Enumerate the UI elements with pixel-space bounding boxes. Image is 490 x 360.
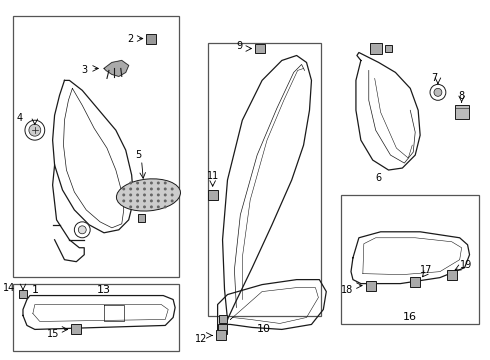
Circle shape xyxy=(129,193,132,197)
Circle shape xyxy=(29,124,41,136)
Polygon shape xyxy=(104,60,129,76)
Circle shape xyxy=(78,226,86,234)
Circle shape xyxy=(430,84,446,100)
Circle shape xyxy=(136,193,139,197)
Text: 3: 3 xyxy=(81,66,87,76)
Bar xyxy=(13,15,179,276)
Circle shape xyxy=(157,199,160,202)
Text: 7: 7 xyxy=(431,73,437,84)
Polygon shape xyxy=(147,33,156,44)
Text: 6: 6 xyxy=(376,173,382,183)
Circle shape xyxy=(129,199,132,202)
Circle shape xyxy=(157,188,160,190)
Bar xyxy=(341,195,479,324)
Circle shape xyxy=(129,181,132,184)
Polygon shape xyxy=(447,270,457,280)
Circle shape xyxy=(171,188,173,190)
Polygon shape xyxy=(366,280,376,291)
Text: 13: 13 xyxy=(97,284,111,294)
Polygon shape xyxy=(218,324,227,334)
Circle shape xyxy=(143,188,146,190)
Circle shape xyxy=(150,181,153,184)
Circle shape xyxy=(143,193,146,197)
Polygon shape xyxy=(385,45,392,53)
Circle shape xyxy=(143,206,146,208)
Circle shape xyxy=(150,193,153,197)
Polygon shape xyxy=(208,190,218,200)
Text: 2: 2 xyxy=(127,33,134,44)
Bar xyxy=(13,284,179,351)
Circle shape xyxy=(129,188,132,190)
Polygon shape xyxy=(455,105,468,119)
Circle shape xyxy=(122,199,125,202)
Circle shape xyxy=(157,193,160,197)
Text: 8: 8 xyxy=(459,91,465,101)
Circle shape xyxy=(164,181,167,184)
Circle shape xyxy=(164,206,167,208)
Text: 14: 14 xyxy=(3,283,15,293)
Text: 11: 11 xyxy=(207,171,219,181)
Circle shape xyxy=(122,193,125,197)
Circle shape xyxy=(129,206,132,208)
Bar xyxy=(208,42,321,316)
Circle shape xyxy=(164,199,167,202)
Ellipse shape xyxy=(117,179,180,211)
Circle shape xyxy=(136,181,139,184)
Polygon shape xyxy=(72,324,81,334)
Circle shape xyxy=(150,199,153,202)
Circle shape xyxy=(150,188,153,190)
Circle shape xyxy=(157,206,160,208)
Text: 18: 18 xyxy=(341,284,353,294)
Polygon shape xyxy=(255,44,265,54)
Circle shape xyxy=(164,193,167,197)
Circle shape xyxy=(74,222,90,238)
Polygon shape xyxy=(410,276,420,287)
Text: 16: 16 xyxy=(403,312,417,323)
Circle shape xyxy=(164,188,167,190)
Text: 15: 15 xyxy=(47,329,59,339)
Polygon shape xyxy=(219,315,226,323)
Circle shape xyxy=(136,199,139,202)
Polygon shape xyxy=(138,214,146,222)
Text: 12: 12 xyxy=(196,334,208,345)
Circle shape xyxy=(157,181,160,184)
Circle shape xyxy=(136,206,139,208)
Text: 1: 1 xyxy=(31,284,38,294)
Text: 17: 17 xyxy=(420,265,433,275)
Text: 19: 19 xyxy=(460,260,472,270)
Circle shape xyxy=(143,181,146,184)
Circle shape xyxy=(171,193,173,197)
Circle shape xyxy=(434,88,442,96)
Circle shape xyxy=(150,206,153,208)
Circle shape xyxy=(171,199,173,202)
Circle shape xyxy=(25,120,45,140)
Circle shape xyxy=(122,188,125,190)
Polygon shape xyxy=(370,42,382,54)
Polygon shape xyxy=(216,330,225,340)
Text: 10: 10 xyxy=(257,324,271,334)
Text: 5: 5 xyxy=(135,150,142,160)
Circle shape xyxy=(136,188,139,190)
Polygon shape xyxy=(19,289,27,298)
Circle shape xyxy=(143,199,146,202)
Text: 9: 9 xyxy=(236,41,243,50)
Text: 4: 4 xyxy=(17,113,23,123)
